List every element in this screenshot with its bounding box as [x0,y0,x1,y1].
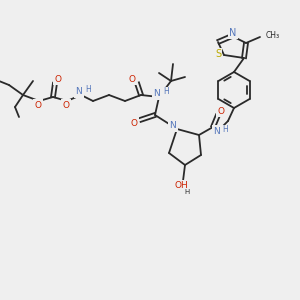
Text: CH₃: CH₃ [266,32,280,40]
Text: H: H [184,189,190,195]
Text: H: H [222,125,228,134]
Text: S: S [215,49,221,59]
Text: O: O [128,74,136,83]
Text: OH: OH [174,182,188,190]
Text: N: N [169,122,176,130]
Text: O: O [130,118,137,127]
Text: O: O [218,106,224,116]
Text: H: H [85,85,91,94]
Text: O: O [62,100,70,109]
Text: N: N [76,88,82,97]
Text: O: O [34,100,41,109]
Text: N: N [214,127,220,136]
Text: N: N [229,28,237,38]
Text: H: H [163,88,169,97]
Text: N: N [154,89,160,98]
Text: O: O [55,74,62,83]
